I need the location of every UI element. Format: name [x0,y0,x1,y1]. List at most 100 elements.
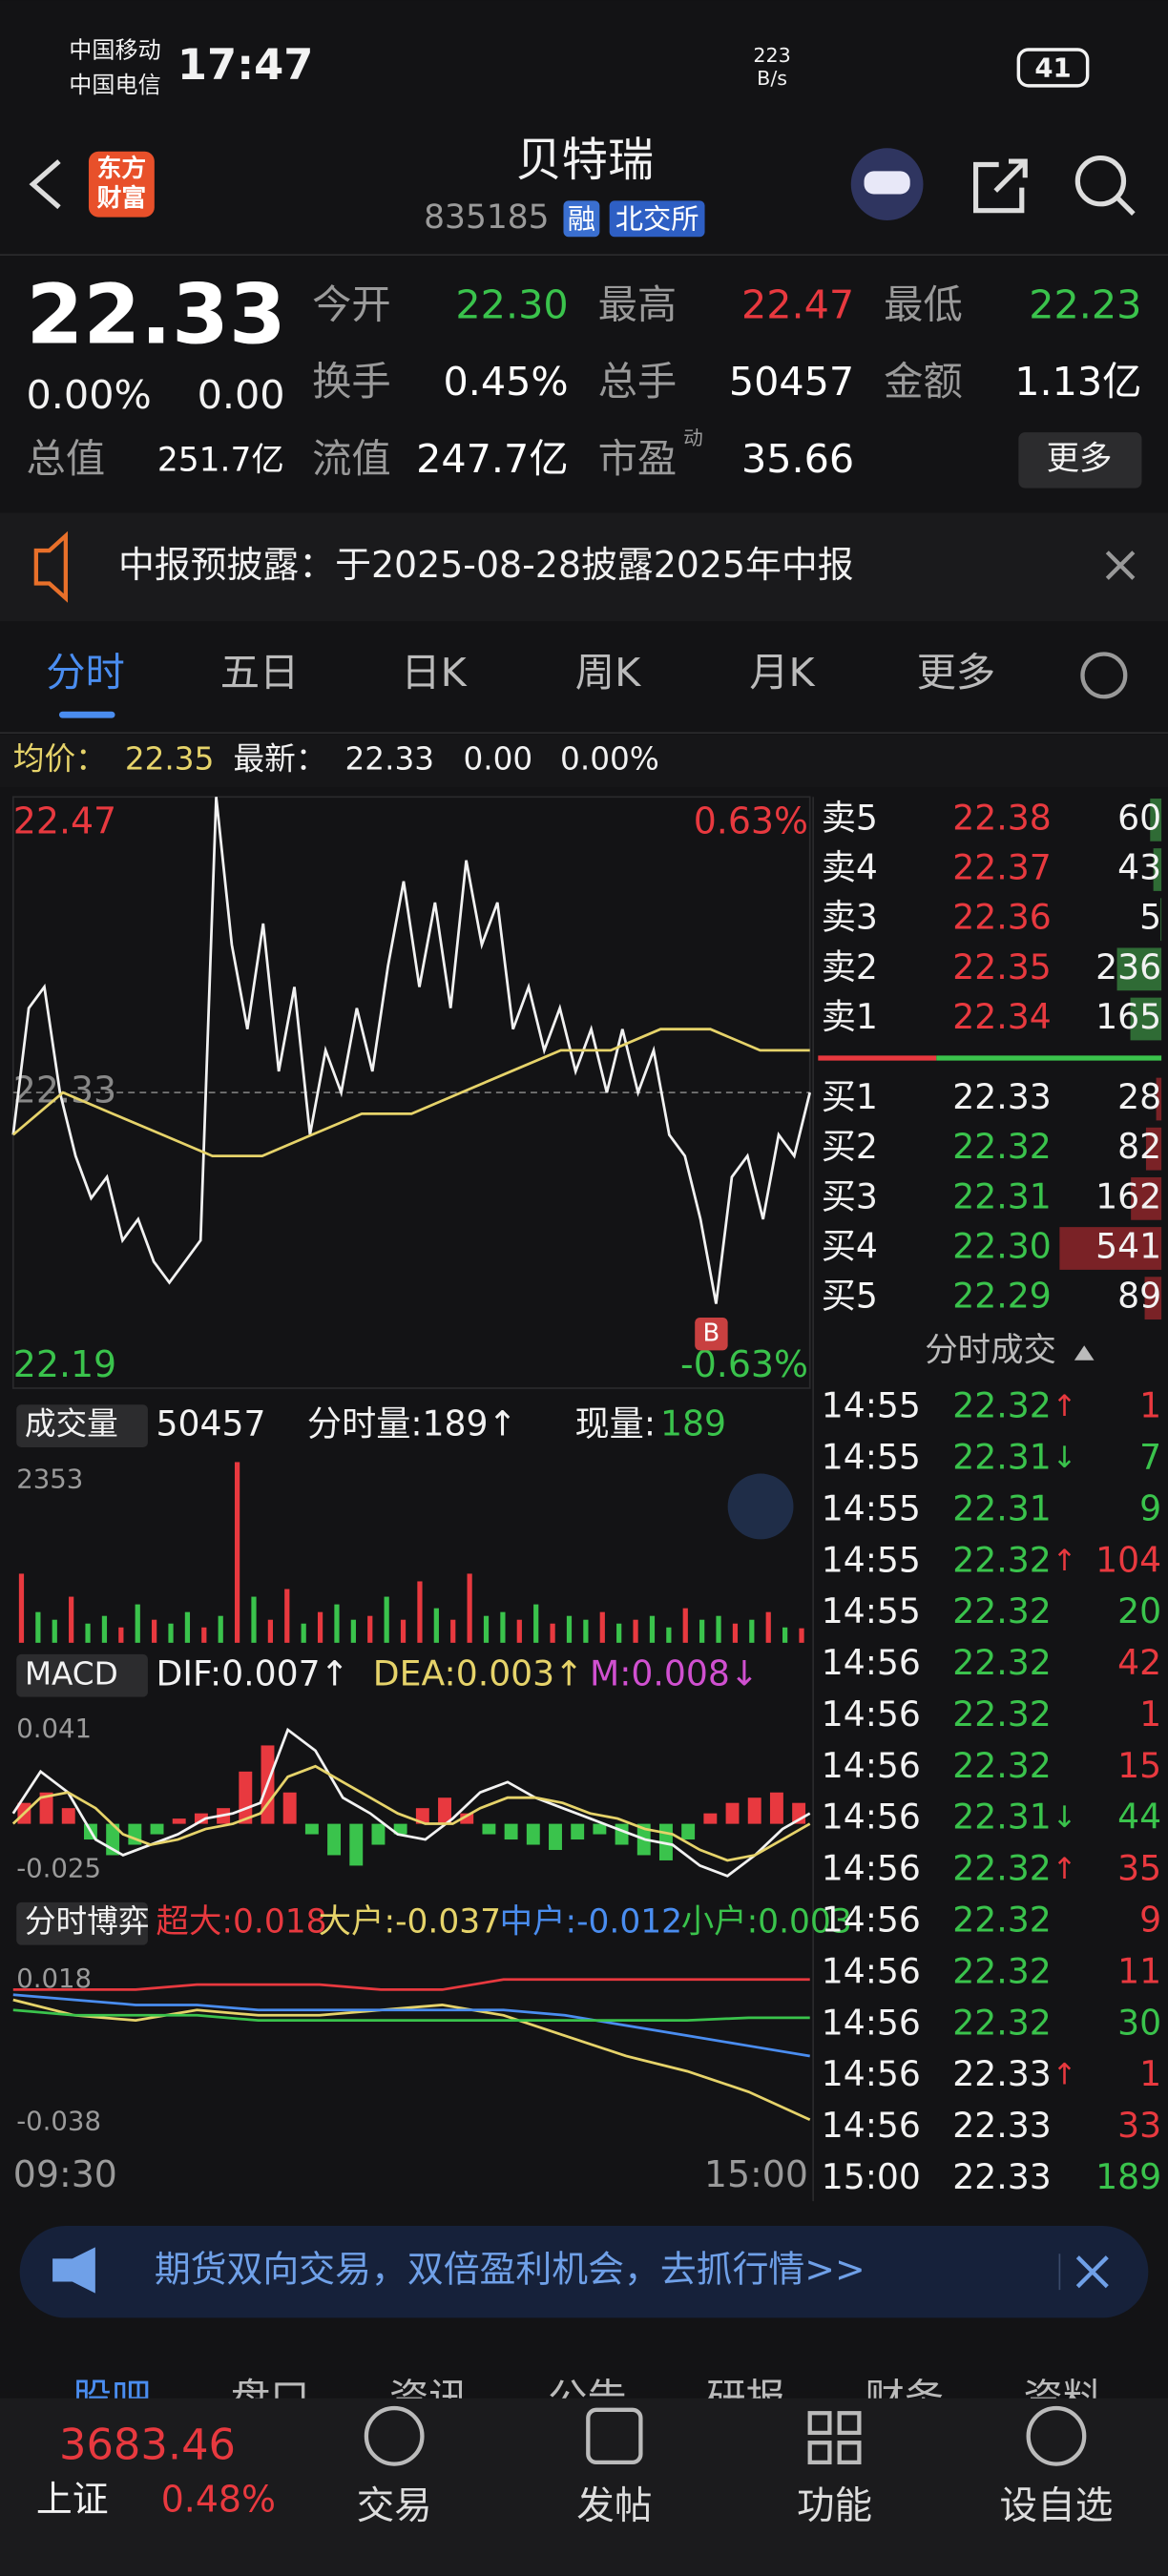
expand-icon[interactable] [727,1473,794,1540]
field-value: 22.47 [741,281,854,327]
trade-price: 22.32 [952,1693,1051,1735]
volume-bar [583,1619,589,1643]
notice-bar[interactable] [0,512,1168,622]
field-label: 流值 [312,436,391,482]
field-label: 今开 [312,281,391,327]
tag-label: 北交所 [615,203,699,236]
settings-icon[interactable] [1080,652,1128,699]
m-label: M:0.008↓ [590,1652,759,1693]
volume-bar [599,1611,605,1643]
watch-icon[interactable] [1026,2405,1087,2466]
content: 中国移动中国电信 17:47 223B/s 41 东方财富 贝特瑞 835185 融北交所 22… [0,37,1168,2576]
net-speed-unit: B/s [757,67,787,90]
trade-price: 22.32 [952,2002,1051,2043]
book-volume: 89 [1117,1276,1161,1317]
trade-time: 14:55 [822,1487,921,1528]
book-volume: 82 [1117,1126,1161,1167]
share-icon[interactable] [973,158,1028,214]
volume-bar [184,1611,191,1643]
pct-label: -0.63% [680,1343,808,1385]
trade-icon[interactable] [364,2405,425,2466]
book-volume: 43 [1117,847,1161,888]
ad-banner[interactable] [19,2225,1149,2318]
volume-selector[interactable] [16,1404,148,1447]
speaker-icon [33,530,69,603]
macd-bar [194,1813,208,1824]
nav-item: 功能 [797,2484,872,2528]
book-volume-bar [1156,1077,1162,1121]
trade-price: 22.32 [952,1642,1051,1683]
book-volume: 60 [1117,797,1161,838]
book-volume-bar [1059,1227,1162,1270]
book-volume-bar [1150,798,1162,841]
macd-bar [150,1823,164,1835]
search-icon [1115,196,1136,216]
field-value: 35.66 [741,436,854,482]
volume-bar [301,1623,306,1643]
book-label: 买3 [822,1175,878,1216]
func-icon [837,2411,862,2436]
more-button[interactable] [1018,432,1142,488]
func-icon[interactable] [807,2411,832,2436]
tab: 分时 [46,650,125,696]
close-icon[interactable] [1105,551,1136,580]
logo [88,151,155,218]
nav-item: 发帖 [576,2484,652,2528]
book-volume-bar [1160,898,1162,942]
macd-bar [615,1823,629,1845]
last-price: 22.33 [27,267,286,363]
macd-bar [703,1813,718,1824]
book-volume: 5 [1139,897,1161,938]
trade-arrow: ↑ [1053,1544,1077,1578]
trade-price: 22.31 [952,1437,1051,1478]
macd-bar [593,1823,607,1835]
nav-item: 交易 [357,2484,432,2528]
bobi-item: 超大:0.018 [156,1903,327,1942]
field-label: 市盈 [598,436,678,482]
trade-volume: 9 [1139,1900,1161,1941]
trade-volume: 9 [1139,1487,1161,1528]
field-value: 1.13亿 [1014,359,1141,405]
book-price: 22.30 [952,1226,1051,1267]
macd-bar [681,1823,696,1840]
battery-level: 41 [1034,53,1071,84]
tab-indicator [58,711,115,718]
bobi-selector[interactable] [16,1901,148,1945]
search-icon[interactable] [1074,156,1127,207]
volume-bar [516,1619,522,1643]
macd-selector[interactable] [16,1653,148,1697]
time-start: 09:30 [13,2153,117,2195]
trade-time: 14:56 [822,1797,921,1838]
volume-bar [135,1604,140,1643]
book-price: 22.29 [952,1276,1051,1317]
macd-bar [327,1823,342,1856]
volume-bar [218,1615,223,1643]
close-icon[interactable] [1075,2255,1109,2289]
trade-volume: 189 [1095,2156,1161,2197]
macd-bar [415,1808,429,1824]
trade-arrow: ↑ [1053,1389,1077,1423]
trade-price: 22.32 [952,1900,1051,1941]
trades-title: 分时成交 [925,1332,1056,1370]
volume-bar [168,1623,174,1643]
trade-volume: 30 [1117,2002,1161,2043]
trade-price: 22.33 [952,2156,1051,2197]
tab: 五日 [220,650,300,696]
volume-bar [467,1573,472,1643]
macd-bar [482,1823,496,1835]
info-change: 0.00 [463,740,532,777]
macd-bar [61,1808,75,1824]
back-icon[interactable] [29,159,61,210]
book-price: 22.31 [952,1175,1051,1216]
book-price: 22.34 [952,996,1051,1037]
post-icon[interactable] [586,2407,643,2465]
volume-bar [500,1611,506,1643]
macd-bar [172,1818,186,1824]
macd-bar [526,1823,540,1845]
stock-name: 贝特瑞 [516,134,655,187]
trade-price: 22.32 [952,1745,1051,1786]
book-volume-bar [1145,1127,1162,1171]
volume-label: 成交量 [25,1406,118,1443]
trade-price: 22.32 [952,1385,1051,1426]
